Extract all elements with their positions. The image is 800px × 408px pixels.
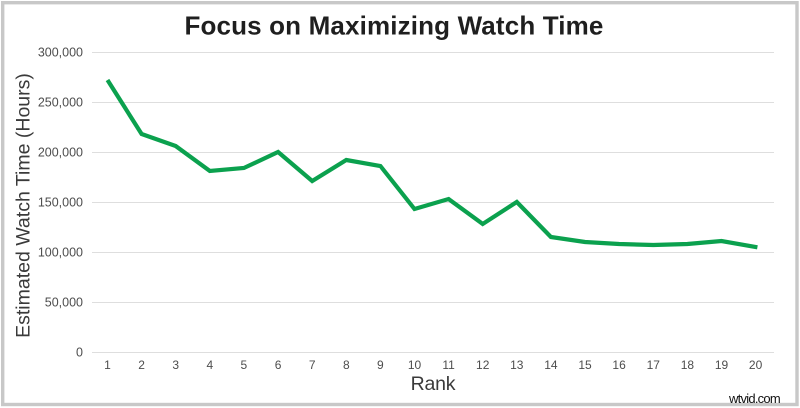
svg-text:15: 15: [578, 358, 592, 372]
svg-text:200,000: 200,000: [38, 146, 83, 160]
svg-text:Focus on Maximizing Watch Time: Focus on Maximizing Watch Time: [184, 11, 603, 41]
svg-text:50,000: 50,000: [45, 296, 83, 310]
svg-text:100,000: 100,000: [38, 246, 83, 260]
svg-text:14: 14: [544, 358, 558, 372]
svg-text:3: 3: [172, 358, 179, 372]
svg-text:20: 20: [749, 358, 763, 372]
svg-text:2: 2: [138, 358, 145, 372]
svg-text:300,000: 300,000: [38, 46, 83, 60]
svg-text:7: 7: [309, 358, 316, 372]
svg-text:12: 12: [476, 358, 490, 372]
svg-text:1: 1: [104, 358, 111, 372]
svg-text:9: 9: [377, 358, 384, 372]
svg-text:250,000: 250,000: [38, 96, 83, 110]
svg-text:150,000: 150,000: [38, 196, 83, 210]
svg-text:18: 18: [681, 358, 695, 372]
svg-text:16: 16: [612, 358, 626, 372]
svg-text:Estimated Watch Time (Hours): Estimated Watch Time (Hours): [13, 73, 35, 338]
svg-text:10: 10: [408, 358, 422, 372]
svg-text:4: 4: [206, 358, 213, 372]
svg-text:11: 11: [442, 358, 455, 372]
svg-text:13: 13: [510, 358, 524, 372]
svg-text:wtvid.com: wtvid.com: [728, 391, 780, 406]
svg-text:Rank: Rank: [411, 373, 456, 395]
svg-text:17: 17: [647, 358, 661, 372]
svg-text:0: 0: [76, 346, 83, 360]
svg-text:6: 6: [275, 358, 282, 372]
svg-text:5: 5: [241, 358, 248, 372]
svg-text:19: 19: [715, 358, 729, 372]
svg-text:8: 8: [343, 358, 350, 372]
